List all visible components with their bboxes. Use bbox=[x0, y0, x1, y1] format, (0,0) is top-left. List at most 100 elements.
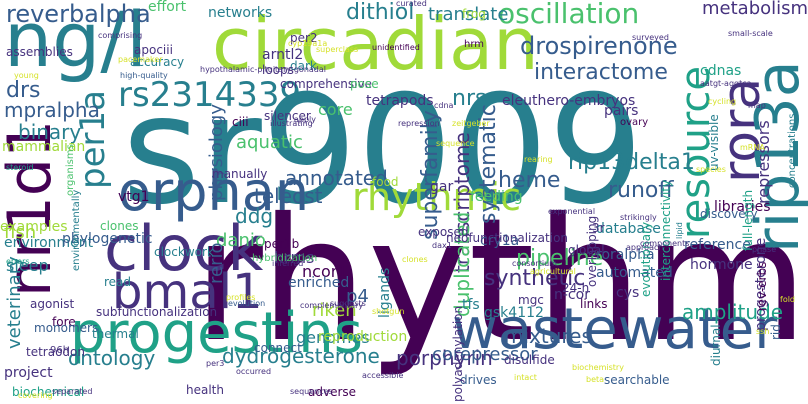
cloud-word: 96h bbox=[50, 345, 70, 356]
cloud-word: metabolism bbox=[702, 0, 808, 19]
cloud-word: enriched bbox=[288, 275, 350, 291]
cloud-word: vtg1 bbox=[118, 189, 150, 205]
cloud-word: polyadenylation bbox=[451, 305, 465, 402]
cloud-word: drospirenone bbox=[520, 32, 678, 60]
cloud-word: apociii bbox=[134, 43, 173, 57]
cloud-word: food bbox=[372, 175, 399, 189]
cloud-word: neofunctionalization bbox=[446, 231, 569, 245]
cloud-word: database bbox=[596, 221, 661, 237]
cloud-word: dark bbox=[290, 59, 317, 73]
cloud-word: clockwork bbox=[154, 245, 214, 259]
cloud-word: organisms bbox=[65, 144, 76, 196]
cloud-word: interactome bbox=[534, 60, 668, 85]
cloud-word: small-scale bbox=[728, 29, 773, 38]
cloud-word: uv-visible bbox=[707, 114, 721, 171]
cloud-word: nrs bbox=[452, 86, 487, 111]
cloud-word: sequences bbox=[290, 387, 333, 396]
cloud-word: assemblies bbox=[6, 45, 73, 59]
cloud-word: surveyed bbox=[632, 33, 669, 42]
cloud-word: superclass bbox=[316, 45, 359, 54]
cloud-word: reverbalpha bbox=[6, 0, 151, 28]
cloud-word: occurred bbox=[236, 367, 272, 376]
cloud-word: silencer bbox=[264, 109, 311, 123]
cloud-word: rhythm bbox=[193, 182, 808, 380]
cloud-word: read bbox=[104, 275, 132, 289]
cloud-word: sequence bbox=[436, 139, 475, 148]
cloud-word: exposed bbox=[418, 225, 469, 239]
cloud-word: links bbox=[580, 297, 608, 311]
cloud-word: annotated bbox=[285, 166, 388, 190]
cloud-word: manually bbox=[212, 167, 268, 181]
cloud-word: mgc bbox=[518, 293, 544, 307]
cloud-word: hrm bbox=[464, 39, 485, 50]
cloud-word: drives bbox=[460, 373, 497, 387]
cloud-word: amplitude bbox=[682, 300, 784, 324]
cloud-word: concentrations bbox=[787, 113, 798, 188]
cloud-word: cry1a bbox=[480, 233, 520, 249]
cloud-word: pipeline bbox=[516, 246, 604, 271]
cloud-word: environmentally bbox=[71, 189, 82, 271]
cloud-word: covering bbox=[18, 391, 53, 400]
cloud-word: 24-h bbox=[562, 281, 590, 295]
cloud-word: exponential bbox=[548, 207, 596, 216]
cloud-word: illustrating bbox=[270, 119, 313, 128]
cloud-word: aquatic bbox=[236, 132, 303, 153]
cloud-word: rid bbox=[769, 324, 783, 340]
cloud-word: cdnas bbox=[700, 63, 742, 79]
cloud-word: drs bbox=[6, 78, 41, 103]
cloud-word: young bbox=[14, 71, 39, 80]
cloud-word: automated bbox=[596, 265, 673, 281]
cloud-word: ovary bbox=[620, 117, 649, 128]
cloud-word: translate bbox=[428, 4, 509, 25]
cloud-word: sr9009 bbox=[122, 64, 644, 238]
cloud-word: cys bbox=[616, 285, 640, 301]
cloud-word: danio bbox=[216, 230, 266, 251]
cloud-word: unidentified bbox=[372, 43, 420, 52]
cloud-word: fore bbox=[52, 315, 76, 329]
cloud-word: binary bbox=[18, 120, 82, 144]
cloud-word: approach bbox=[626, 243, 664, 252]
cloud-word: clones bbox=[100, 219, 139, 233]
cloud-word: cdna bbox=[434, 101, 454, 110]
cloud-word: connect bbox=[254, 341, 302, 355]
cloud-word: n-cor bbox=[554, 287, 590, 303]
cloud-word: runoff bbox=[608, 178, 674, 203]
cloud-word: inferred bbox=[272, 259, 304, 268]
cloud-word: cycling bbox=[708, 97, 737, 106]
cloud-word: mixtures bbox=[504, 324, 592, 348]
cloud-word: cyp19a1a bbox=[288, 39, 328, 48]
cloud-word: aatgt-aggtca bbox=[700, 79, 752, 88]
cloud-word: effort bbox=[148, 0, 187, 15]
cloud-word: reproduction bbox=[318, 329, 408, 345]
cloud-word: curated bbox=[396, 0, 427, 8]
cloud-word: tfs bbox=[462, 297, 480, 313]
cloud-word: reference bbox=[684, 237, 751, 253]
cloud-word: hypothalamic-pituitary-gonadal bbox=[200, 65, 326, 74]
cloud-word: hybridization bbox=[252, 253, 318, 264]
cloud-word: agricultural bbox=[530, 267, 576, 276]
cloud-word: ssh bbox=[756, 327, 770, 336]
cloud-word: rhythmic bbox=[352, 175, 521, 219]
cloud-word: synthetic bbox=[484, 266, 586, 291]
cloud-word: orphan bbox=[118, 160, 310, 223]
cloud-word: dydrogesterone bbox=[222, 344, 380, 368]
cloud-word: ciii bbox=[232, 115, 249, 129]
cloud-word: phylogenetic bbox=[62, 231, 153, 247]
cloud-word: subfunctionalization bbox=[96, 305, 218, 319]
cloud-word: monomers bbox=[34, 321, 99, 335]
cloud-word: consortium bbox=[512, 259, 557, 268]
cloud-word: progestins bbox=[70, 301, 363, 366]
cloud-word: strikingly bbox=[620, 213, 657, 222]
cloud-word: pacemaker bbox=[118, 55, 163, 64]
cloud-word: porphyrin bbox=[396, 346, 493, 370]
cloud-word: biochemical bbox=[12, 385, 85, 399]
cloud-word: 3r bbox=[592, 221, 605, 235]
cloud-word: clock bbox=[104, 212, 264, 285]
cloud-word: rearing bbox=[524, 155, 553, 164]
cloud-word: comprising bbox=[98, 31, 143, 40]
cloud-word: gsk4112 bbox=[484, 305, 544, 321]
cloud-word: intact bbox=[514, 373, 537, 382]
cloud-word: discovery bbox=[700, 207, 758, 221]
cloud-word: diurnal bbox=[709, 324, 723, 366]
